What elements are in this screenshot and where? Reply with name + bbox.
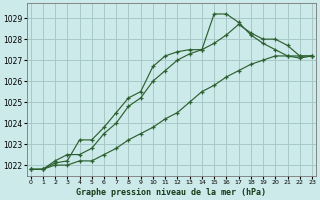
X-axis label: Graphe pression niveau de la mer (hPa): Graphe pression niveau de la mer (hPa) [76, 188, 266, 197]
